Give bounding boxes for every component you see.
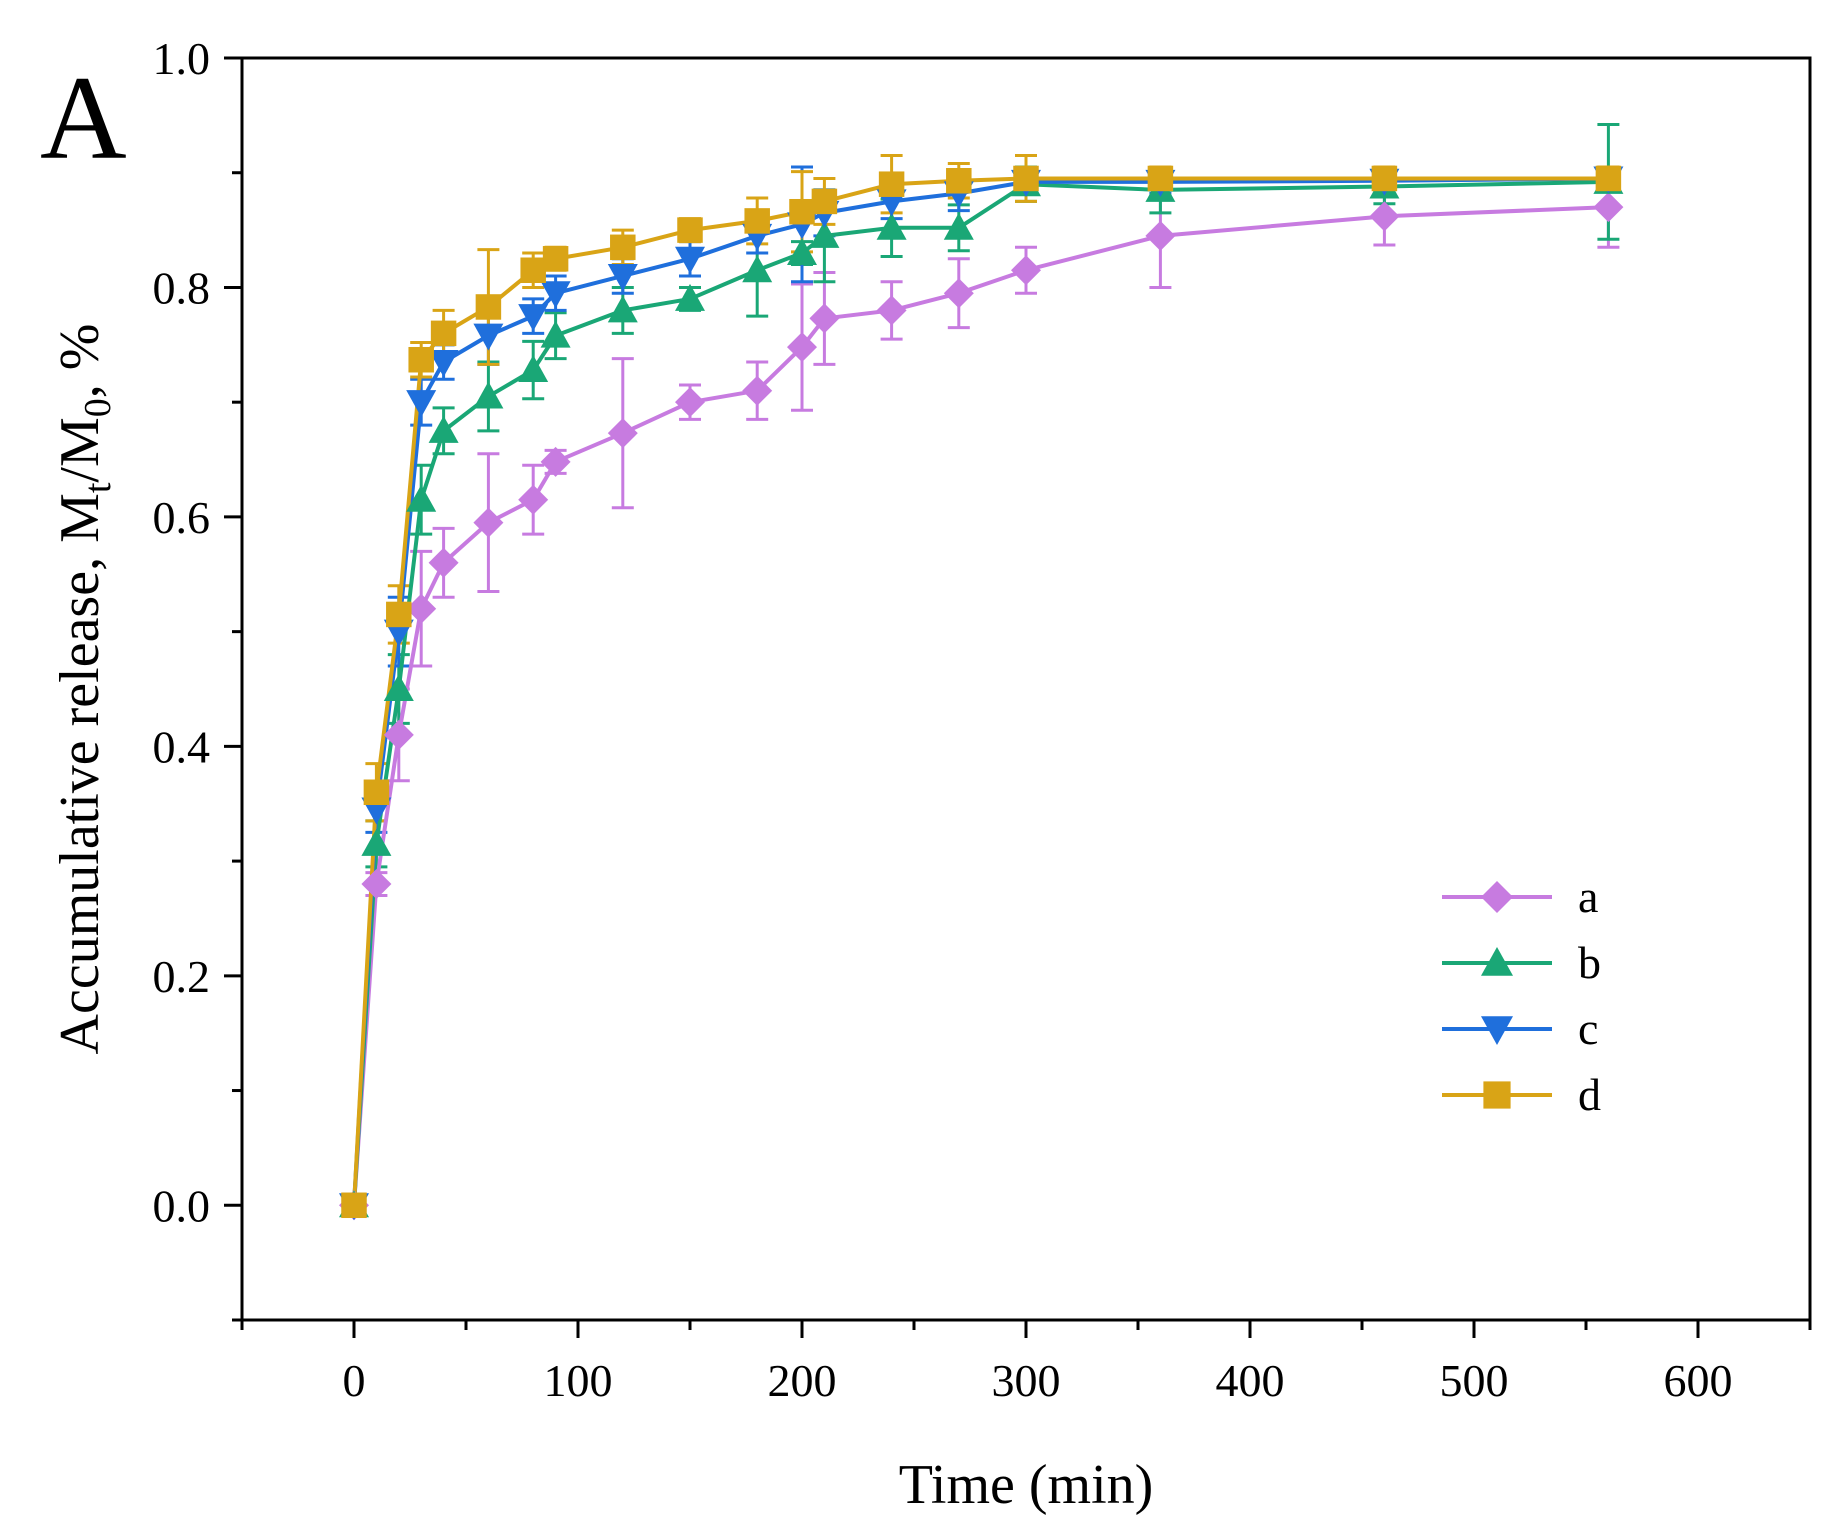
data-point-b <box>876 212 907 240</box>
data-point-a <box>428 547 459 578</box>
data-point-c <box>428 350 459 378</box>
ticks-layer: 0 100 200 300 400 500 600 0.0 0.2 0.4 0.6 0.8 1.0 <box>153 33 1812 1406</box>
y-axis-title-sub-t: t <box>77 482 119 493</box>
data-point-c <box>473 323 504 351</box>
data-point-d <box>341 1192 367 1219</box>
data-point-a <box>473 507 504 538</box>
data-point-d <box>677 217 703 243</box>
data-point-b <box>742 255 773 283</box>
data-point-d <box>1595 165 1622 192</box>
data-point-d <box>363 779 390 806</box>
legend-label-c: c <box>1578 1003 1598 1054</box>
data-point-d <box>610 234 636 261</box>
legend-marker-d <box>1483 1081 1511 1109</box>
data-point-a <box>876 295 907 326</box>
data-point-b <box>675 283 705 311</box>
data-point-b <box>406 484 437 512</box>
data-point-d <box>744 208 770 234</box>
data-point-c <box>675 246 705 274</box>
data-point-b <box>787 238 817 266</box>
data-point-a <box>1593 192 1624 223</box>
data-point-d <box>1371 165 1398 192</box>
data-point-d <box>878 171 905 197</box>
y-axis-title-unit: , % <box>49 324 111 399</box>
data-point-a <box>742 375 773 406</box>
data-point-a <box>943 278 974 309</box>
panel-label: A <box>40 51 127 184</box>
data-point-d <box>811 188 838 215</box>
data-point-d <box>789 198 815 225</box>
data-point-a <box>1011 255 1041 286</box>
data-point-d <box>430 320 457 347</box>
x-tick-label: 600 <box>1664 1355 1733 1406</box>
data-point-d <box>386 601 412 628</box>
data-point-d <box>1013 165 1039 192</box>
data-point-d <box>475 294 502 320</box>
markers-layer <box>339 165 1624 1221</box>
y-tick-label: 0.2 <box>153 951 211 1002</box>
y-tick-label: 0.0 <box>153 1180 211 1231</box>
y-axis-title-sub-0: 0 <box>77 398 119 417</box>
data-point-c <box>518 304 549 332</box>
legend-label-d: d <box>1578 1069 1601 1120</box>
y-tick-label: 0.6 <box>153 492 211 543</box>
x-tick-label: 500 <box>1440 1355 1509 1406</box>
y-axis-title: Accumulative release, Mt/M0, % <box>49 324 119 1055</box>
legend-label-b: b <box>1578 937 1601 988</box>
data-point-a <box>1145 220 1176 251</box>
y-tick-label: 0.4 <box>153 721 211 772</box>
data-point-b <box>809 220 840 248</box>
y-tick-label: 0.8 <box>153 262 211 313</box>
x-axis-title: Time (min) <box>899 1454 1154 1516</box>
legend-marker-c <box>1481 1016 1513 1045</box>
data-point-a <box>607 418 638 449</box>
data-point-a <box>675 387 705 418</box>
x-tick-label: 100 <box>544 1355 613 1406</box>
data-point-b <box>607 295 638 323</box>
data-point-c <box>406 390 437 418</box>
data-point-a <box>809 303 840 334</box>
data-point-b <box>383 674 414 701</box>
x-tick-label: 0 <box>343 1355 366 1406</box>
series-line-b <box>352 179 1609 1206</box>
data-point-b <box>518 355 549 383</box>
data-point-b <box>473 381 504 409</box>
data-point-a <box>787 332 817 363</box>
legend-label-a: a <box>1578 871 1598 922</box>
y-axis-title-main: Accumulative release, M <box>49 493 111 1054</box>
data-point-c <box>607 263 638 291</box>
x-tick-label: 300 <box>992 1355 1061 1406</box>
data-point-d <box>408 346 434 373</box>
data-point-b <box>428 415 459 443</box>
data-point-d <box>1147 165 1174 192</box>
y-axis-title-slash: /M <box>49 417 111 482</box>
data-point-a <box>406 593 437 624</box>
legend-marker-b <box>1481 947 1513 976</box>
data-point-c <box>540 281 571 309</box>
x-tick-label: 400 <box>1216 1355 1285 1406</box>
legend-marker-a <box>1481 881 1513 913</box>
data-point-d <box>542 246 569 272</box>
data-point-d <box>520 257 546 283</box>
data-point-a <box>383 719 414 750</box>
data-point-b <box>361 828 392 856</box>
error-bars-layer <box>365 123 1620 898</box>
data-point-a <box>1369 201 1400 232</box>
data-point-a <box>518 484 549 515</box>
x-tick-label: 200 <box>768 1355 837 1406</box>
y-tick-label: 1.0 <box>153 33 211 84</box>
data-point-b <box>943 212 974 240</box>
data-point-a <box>540 446 571 477</box>
data-point-a <box>361 869 392 900</box>
data-point-d <box>946 168 972 194</box>
data-point-b <box>540 320 571 348</box>
